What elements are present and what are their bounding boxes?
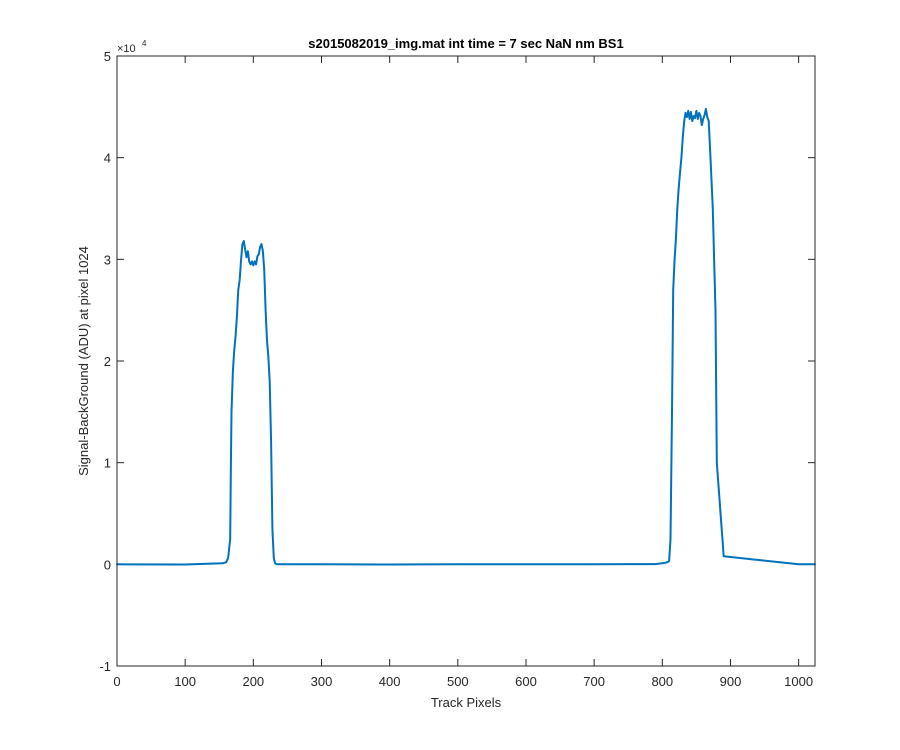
x-axis-label: Track Pixels [431, 695, 502, 710]
series-line [116, 107, 816, 566]
x-tick-label: 800 [651, 674, 673, 689]
y-axis-exponent: ×10 4 [117, 39, 147, 55]
y-tick-label: 2 [104, 354, 111, 369]
x-tick-label: 300 [311, 674, 333, 689]
y-exponent-power: 4 [142, 39, 147, 48]
y-tick-label: 0 [104, 557, 111, 572]
x-axis-ticks: 0 100 200 300 400 500 600 700 800 900 1000 [113, 56, 813, 689]
y-tick-label: 5 [104, 49, 111, 64]
y-tick-label: -1 [99, 659, 111, 674]
x-tick-label: 500 [447, 674, 469, 689]
x-tick-label: 900 [720, 674, 742, 689]
x-tick-label: 100 [174, 674, 196, 689]
x-tick-label: 600 [515, 674, 537, 689]
y-tick-label: 1 [104, 456, 111, 471]
x-tick-label: 1000 [784, 674, 813, 689]
x-tick-label: 700 [583, 674, 605, 689]
x-tick-label: 400 [379, 674, 401, 689]
axes-box [116, 55, 816, 667]
x-tick-label: 200 [242, 674, 264, 689]
x-tick-label: 0 [113, 674, 120, 689]
chart-title: s2015082019_img.mat int time = 7 sec NaN… [308, 36, 623, 51]
y-tick-label: 4 [104, 151, 111, 166]
y-tick-label: 3 [104, 252, 111, 267]
y-exponent-base: ×10 [117, 43, 136, 55]
y-axis-label: Signal-BackGround (ADU) at pixel 1024 [76, 246, 91, 476]
